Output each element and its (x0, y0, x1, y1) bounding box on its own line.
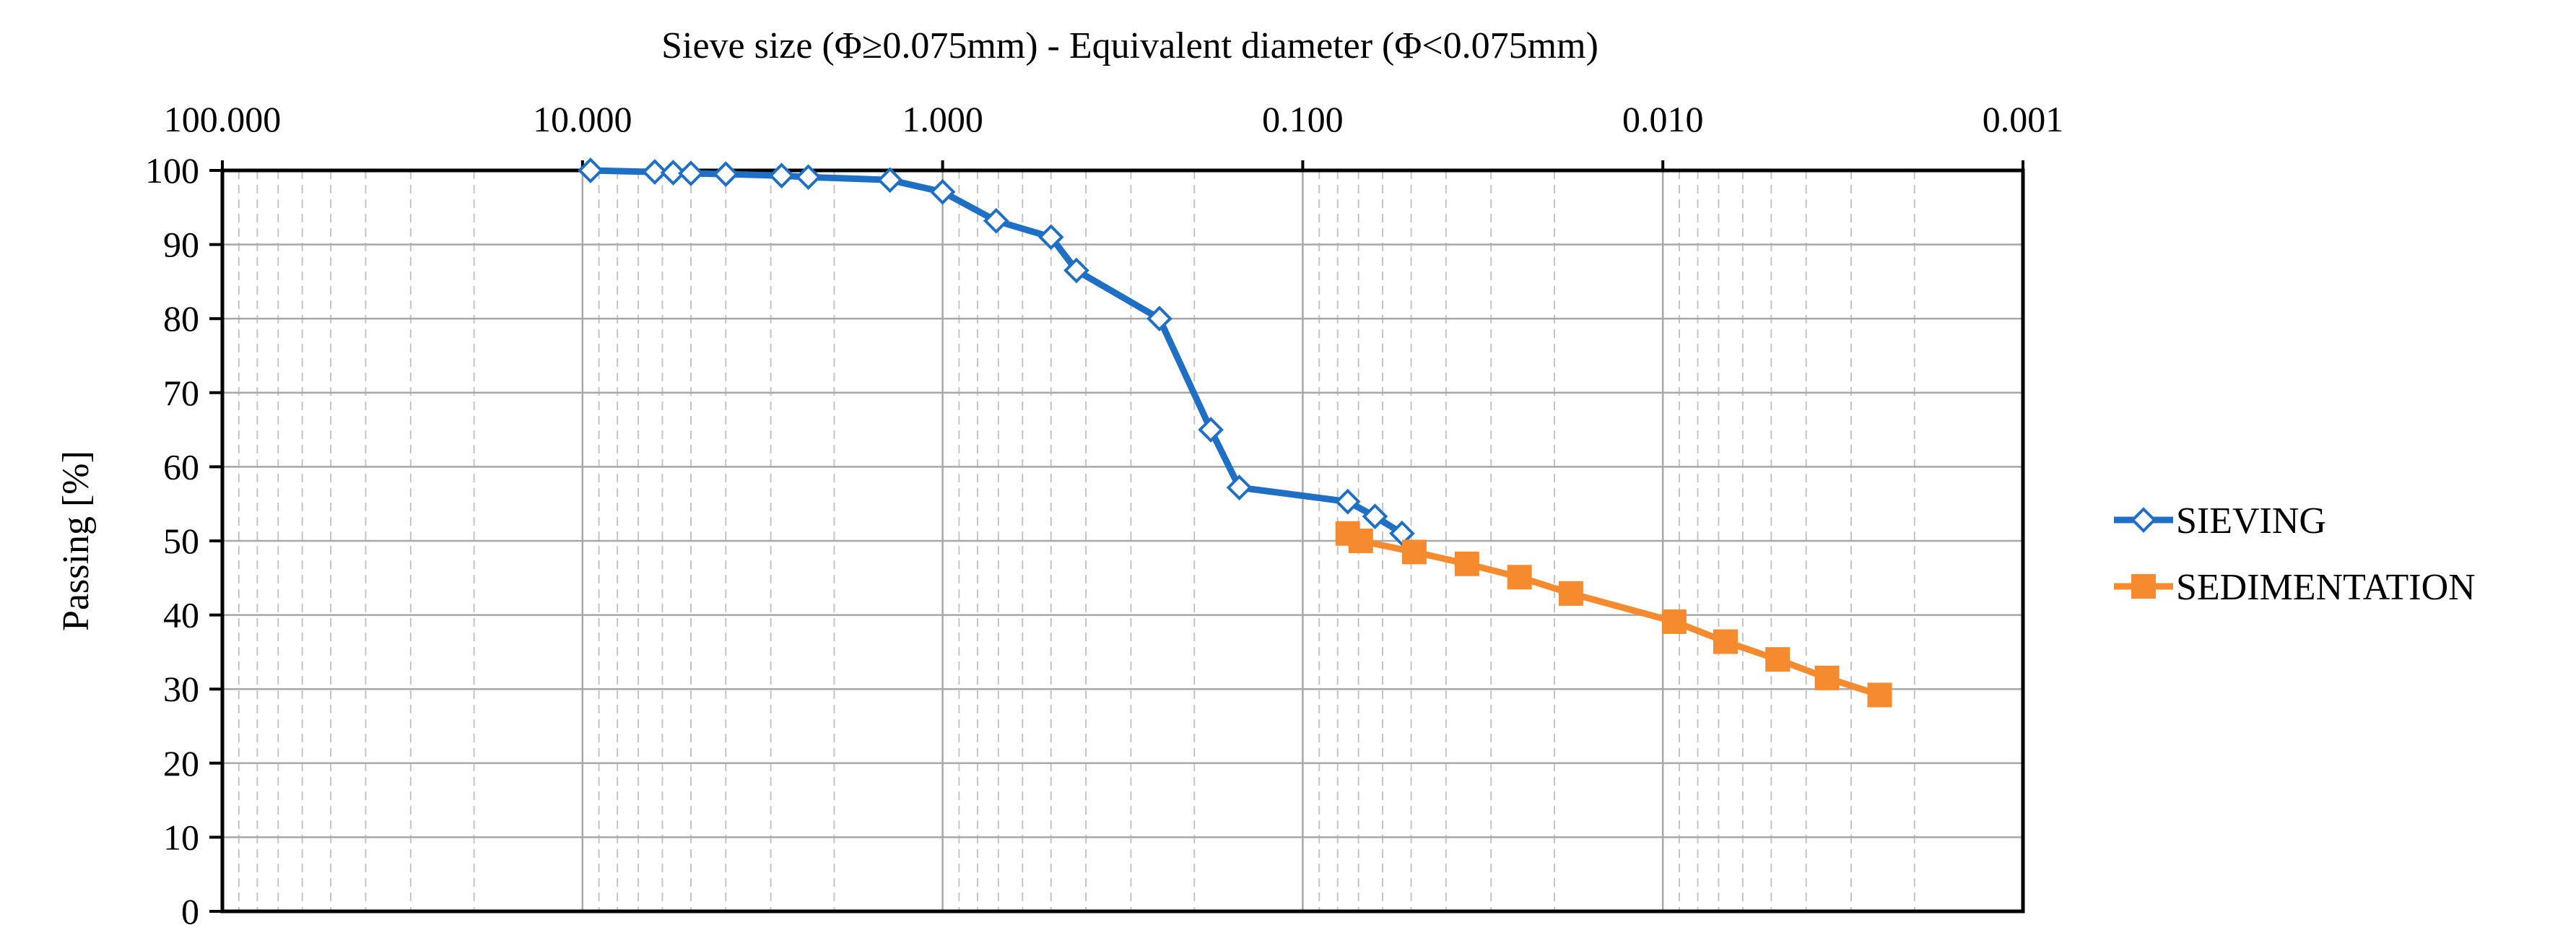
y-tick-label: 40 (163, 595, 199, 635)
data-point-sedimentation (1558, 581, 1583, 606)
data-point-sieving (929, 178, 956, 205)
x-tick-label: 1.000 (902, 99, 983, 139)
y-tick-label: 70 (163, 373, 199, 413)
data-point-sedimentation (1814, 665, 1840, 690)
x-tick-label: 10.000 (533, 99, 632, 139)
legend: SIEVING SEDIMENTATION (2114, 500, 2476, 608)
legend-item-sedimentation: SEDIMENTATION (2114, 567, 2476, 608)
chart-title: Sieve size (Φ≥0.075mm) - Equivalent diam… (661, 25, 1598, 66)
x-tick-label: 0.010 (1622, 99, 1704, 139)
data-point-sedimentation (1713, 629, 1738, 654)
data-point-sedimentation (1661, 609, 1687, 634)
data-point-sieving (713, 161, 739, 187)
legend-item-sieving: SIEVING (2114, 500, 2326, 542)
data-point-sieving (1063, 257, 1089, 284)
data-point-sedimentation (1867, 682, 1892, 708)
data-point-sieving (678, 160, 704, 186)
series-layer (578, 157, 1892, 708)
series-sedimentation (1335, 521, 1892, 708)
data-point-sieving (1198, 417, 1224, 443)
y-tick-label: 80 (163, 298, 199, 339)
y-tick-label: 30 (163, 669, 199, 709)
data-point-sedimentation (1401, 539, 1427, 565)
data-point-sieving (1146, 305, 1172, 332)
data-point-sieving (983, 207, 1009, 234)
y-axis-label: Passing [%] (56, 451, 97, 631)
data-point-sieving (642, 159, 668, 185)
data-point-sieving (1226, 474, 1253, 500)
minor-gridlines (238, 170, 1915, 911)
y-tick-label: 50 (163, 521, 199, 561)
data-point-sieving (876, 167, 903, 194)
data-point-sieving (768, 162, 795, 189)
data-point-sieving (1334, 488, 1361, 515)
legend-swatch-marker (2131, 574, 2156, 599)
y-tick-label: 20 (163, 743, 199, 784)
data-point-sedimentation (1454, 551, 1479, 576)
data-point-sieving (578, 157, 604, 183)
legend-label: SIEVING (2176, 500, 2326, 542)
legend-swatch-marker (2131, 507, 2157, 533)
y-tick-label: 0 (181, 891, 199, 932)
data-point-sieving (660, 160, 687, 186)
x-tick-label: 100.000 (164, 99, 282, 139)
data-point-sedimentation (1348, 529, 1373, 553)
series-sieving (578, 157, 1415, 547)
data-point-sieving (1362, 503, 1388, 529)
legend-label: SEDIMENTATION (2176, 567, 2476, 608)
x-tick-label: 0.001 (1983, 99, 2064, 139)
major-gridlines (221, 169, 2024, 913)
y-tick-label: 60 (163, 446, 199, 487)
data-point-sedimentation (1765, 647, 1790, 672)
data-point-sieving (795, 164, 822, 191)
data-point-sedimentation (1507, 565, 1532, 590)
data-point-sieving (1037, 224, 1064, 251)
y-tick-label: 90 (163, 225, 199, 265)
y-tick-label: 100 (145, 150, 199, 191)
y-tick-label: 10 (163, 817, 199, 857)
x-axis-ticks: 100.000 10.000 1.000 0.100 0.010 0.001 (164, 99, 2064, 170)
y-axis-ticks: 0 10 20 30 40 50 60 70 80 90 100 (145, 150, 222, 932)
x-tick-label: 0.100 (1262, 99, 1344, 139)
